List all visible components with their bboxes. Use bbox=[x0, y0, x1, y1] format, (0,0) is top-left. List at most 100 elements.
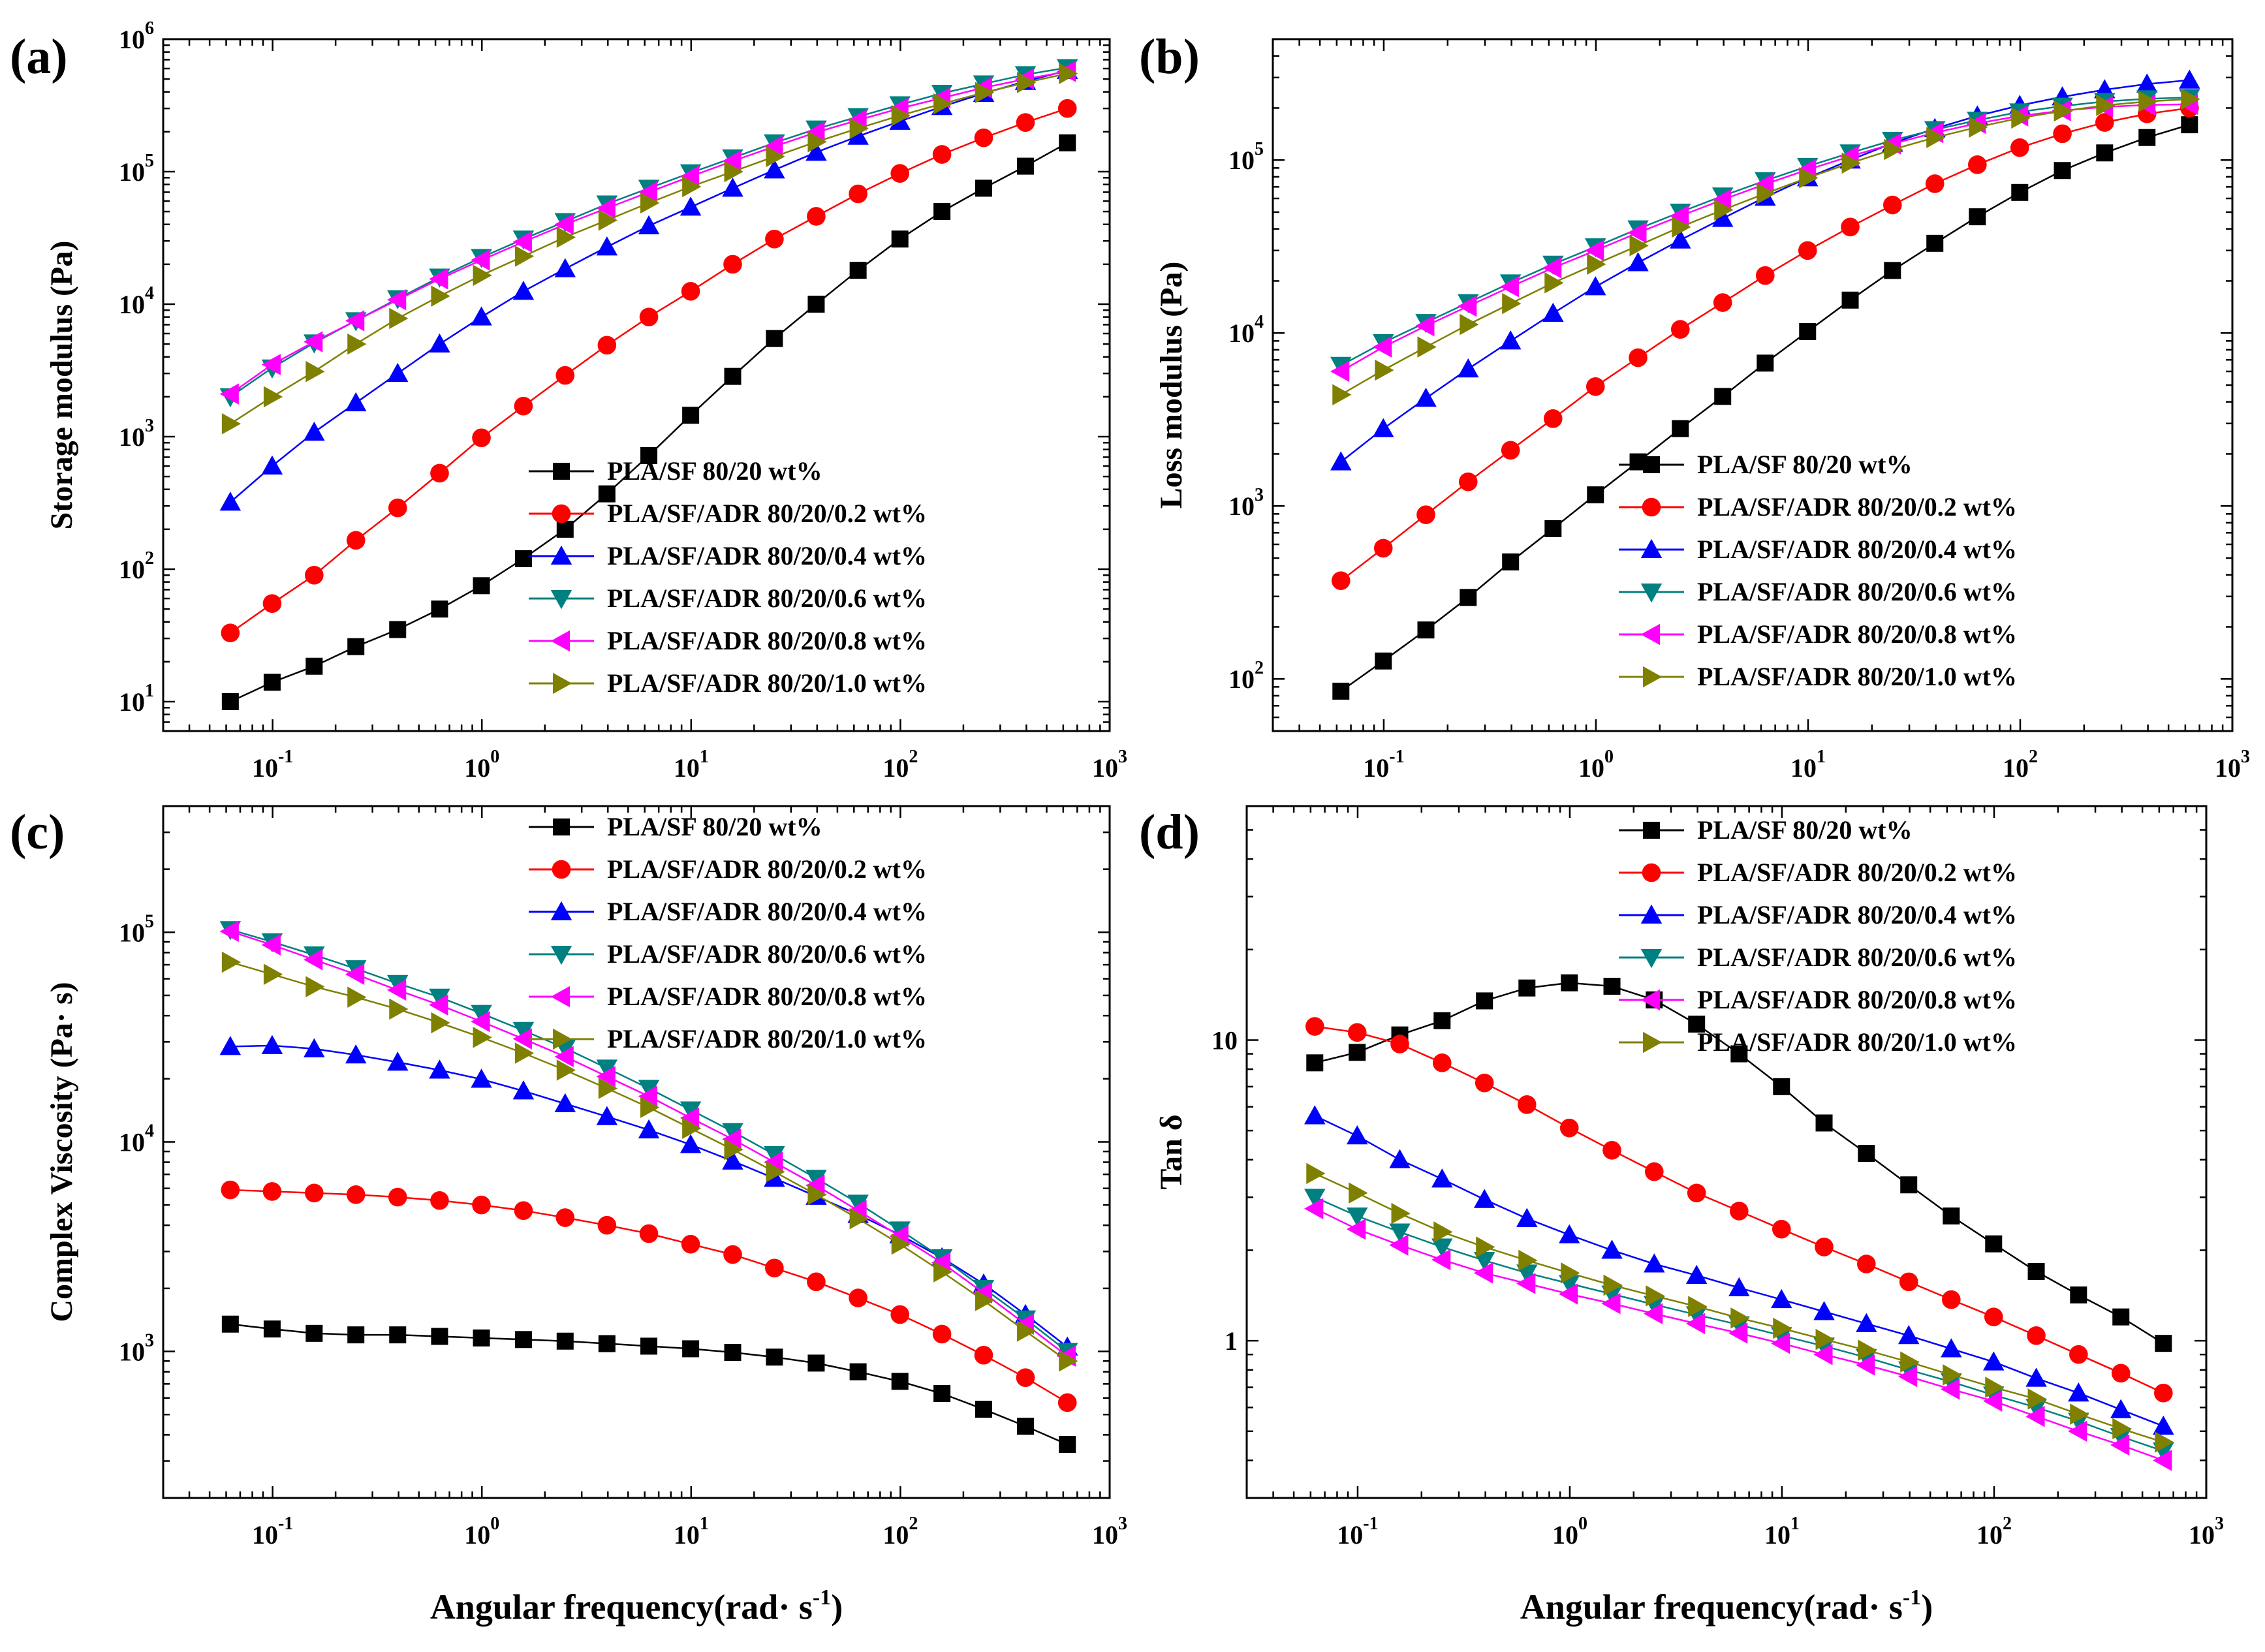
data-point bbox=[304, 331, 323, 352]
data-point bbox=[389, 307, 409, 330]
data-point bbox=[1542, 257, 1562, 279]
data-point bbox=[1941, 1338, 1962, 1358]
y-axis-title: Tan δ bbox=[1154, 1114, 1189, 1189]
data-point bbox=[431, 1012, 450, 1034]
data-point bbox=[473, 264, 492, 287]
series-line bbox=[230, 961, 1068, 1362]
data-point bbox=[347, 986, 367, 1008]
data-point bbox=[1346, 1218, 1366, 1240]
data-point bbox=[1059, 63, 1078, 84]
data-point bbox=[555, 366, 575, 385]
x-tick-label: 102 bbox=[883, 747, 918, 783]
data-point bbox=[1473, 1262, 1493, 1284]
data-point bbox=[1969, 208, 1986, 226]
y-tick-label: 101 bbox=[119, 681, 154, 717]
chart-panel-2: 10-1 100 101 102 103 102 103 104 105 Loss modulus… bbox=[1139, 29, 2250, 783]
data-point bbox=[345, 310, 365, 332]
data-point bbox=[597, 335, 617, 355]
series-5 bbox=[219, 920, 1076, 1367]
data-point bbox=[2138, 129, 2156, 146]
legend-marker bbox=[553, 672, 572, 694]
x-tick-label: 100 bbox=[1578, 747, 1614, 783]
data-point bbox=[764, 159, 785, 179]
data-point bbox=[2138, 91, 2158, 112]
data-point bbox=[473, 1329, 490, 1347]
data-point bbox=[1755, 173, 1774, 195]
data-point bbox=[347, 1326, 365, 1344]
legend: PLA/SF 80/20 wt% PLA/SF/ADR 80/20/0.2 wt%… bbox=[529, 812, 927, 1053]
data-point bbox=[1627, 252, 1649, 272]
data-point bbox=[1559, 1118, 1579, 1138]
legend-marker bbox=[553, 1028, 572, 1050]
data-point bbox=[764, 136, 783, 157]
x-tick-label: 10-1 bbox=[252, 747, 293, 783]
legend-entry: PLA/SF/ADR 80/20/0.2 wt% bbox=[1697, 858, 2017, 887]
data-point bbox=[1856, 1313, 1877, 1332]
data-point bbox=[1349, 1182, 1368, 1204]
data-point bbox=[975, 179, 992, 197]
legend: PLA/SF 80/20 wt% PLA/SF/ADR 80/20/0.2 wt%… bbox=[1619, 450, 2017, 691]
data-point bbox=[1898, 1365, 1918, 1388]
data-point bbox=[1772, 1219, 1791, 1239]
series-line bbox=[230, 1189, 1068, 1403]
data-point bbox=[1714, 199, 1734, 221]
data-point bbox=[305, 976, 325, 997]
legend-entry: PLA/SF/ADR 80/20/0.8 wt% bbox=[607, 982, 927, 1011]
x-tick-label: 10-1 bbox=[1337, 1514, 1378, 1550]
data-point bbox=[722, 150, 742, 172]
data-point bbox=[221, 693, 239, 710]
data-point bbox=[1856, 1354, 1875, 1376]
data-point bbox=[891, 1373, 909, 1390]
data-point bbox=[2070, 1286, 2087, 1303]
legend-entry: PLA/SF/ADR 80/20/1.0 wt% bbox=[1697, 1027, 2017, 1057]
data-point bbox=[680, 1107, 700, 1129]
legend-marker bbox=[1640, 538, 1663, 558]
data-point bbox=[1687, 1183, 1706, 1203]
data-point bbox=[681, 282, 700, 301]
data-point bbox=[345, 963, 365, 986]
data-point bbox=[1629, 235, 1649, 257]
data-point bbox=[1332, 682, 1350, 700]
data-point bbox=[1475, 1073, 1494, 1093]
data-point bbox=[1502, 292, 1522, 315]
data-point bbox=[556, 520, 574, 538]
data-point bbox=[1601, 1292, 1621, 1315]
data-point bbox=[1517, 1095, 1537, 1114]
data-point bbox=[429, 333, 450, 353]
data-point bbox=[2154, 1383, 2173, 1403]
data-point bbox=[1685, 1264, 1708, 1284]
data-point bbox=[514, 550, 532, 567]
series-2 bbox=[221, 1180, 1077, 1412]
legend-entry: PLA/SF/ADR 80/20/0.2 wt% bbox=[1697, 492, 2017, 522]
data-point bbox=[431, 600, 448, 618]
y-tick-label: 104 bbox=[1228, 312, 1264, 348]
data-point bbox=[2112, 1418, 2132, 1440]
legend-marker bbox=[552, 860, 571, 879]
legend-marker bbox=[1640, 949, 1663, 969]
data-point bbox=[1304, 1105, 1326, 1125]
data-point bbox=[345, 1044, 367, 1064]
data-point bbox=[1544, 272, 1564, 294]
data-point bbox=[1346, 1207, 1368, 1227]
series-line bbox=[1340, 98, 2190, 396]
data-point bbox=[1942, 1290, 1961, 1309]
y-tick-label: 106 bbox=[119, 18, 154, 54]
legend-marker bbox=[1642, 497, 1661, 517]
data-point bbox=[388, 498, 407, 518]
y-tick-label: 105 bbox=[1228, 139, 1264, 175]
data-point bbox=[1773, 1078, 1790, 1095]
data-point bbox=[890, 164, 910, 183]
data-point bbox=[681, 1234, 700, 1254]
data-point bbox=[2112, 1308, 2130, 1326]
legend-marker bbox=[1640, 904, 1663, 924]
x-axis: 10-1 100 101 102 103 bbox=[1245, 806, 2224, 1550]
data-point bbox=[1771, 1288, 1792, 1309]
data-point bbox=[429, 1059, 450, 1079]
legend-marker bbox=[1640, 989, 1660, 1011]
data-point bbox=[263, 674, 281, 691]
x-axis-title: Angular frequency(rad· s-1) bbox=[430, 1585, 843, 1627]
data-point bbox=[1059, 1436, 1076, 1454]
data-point bbox=[471, 1010, 490, 1033]
data-point bbox=[2136, 73, 2158, 93]
legend-marker bbox=[553, 818, 570, 835]
